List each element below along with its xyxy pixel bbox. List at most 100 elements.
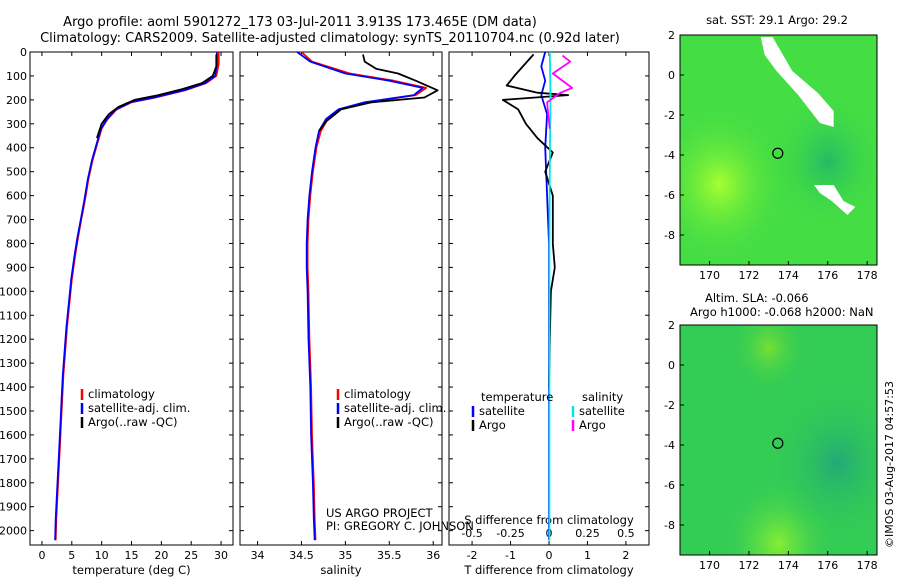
series-line-argo-raw-qc- bbox=[318, 54, 439, 132]
legend-label: satellite-adj. clim. bbox=[88, 401, 190, 415]
series-line-salinity-argo bbox=[546, 54, 573, 129]
series-line-satellite-adj-clim- bbox=[296, 51, 424, 541]
map-high-patch bbox=[680, 325, 877, 555]
x-tick-label: 178 bbox=[857, 559, 878, 572]
x-tick-label: 34 bbox=[251, 549, 265, 562]
project-credit: US ARGO PROJECT bbox=[326, 506, 434, 520]
y-tick-label: -6 bbox=[664, 479, 675, 492]
y-tick-label: -8 bbox=[664, 229, 675, 242]
pi-credit: PI: GREGORY C. JOHNSON bbox=[326, 519, 474, 533]
map-frame bbox=[679, 34, 878, 266]
sst-map-title: sat. SST: 29.1 Argo: 29.2 bbox=[706, 13, 848, 27]
x-tick-label: 174 bbox=[778, 269, 799, 282]
y-tick-label: -2 bbox=[664, 399, 675, 412]
y-tick-label: 2000 bbox=[0, 525, 27, 538]
y-tick-label: -4 bbox=[664, 149, 675, 162]
sst-map-panel: sat. SST: 29.1 Argo: 29.2 170 172 174 176 17… bbox=[664, 13, 878, 282]
series-line-argo-raw-qc- bbox=[96, 54, 218, 139]
legend-label: Argo bbox=[579, 418, 606, 432]
legend-title: salinity bbox=[582, 390, 623, 404]
y-tick-label: 1800 bbox=[0, 477, 27, 490]
x-tick-label: 0 bbox=[546, 549, 553, 562]
map-missing-data bbox=[813, 185, 856, 215]
y-tick-label: 0 bbox=[20, 46, 27, 59]
legend-label: satellite bbox=[479, 404, 525, 418]
x2-tick-label: 0.25 bbox=[575, 527, 600, 540]
legend-label: Argo(..raw -QC) bbox=[344, 415, 434, 429]
series-line-temperature-argo bbox=[501, 53, 570, 388]
legend-label: satellite bbox=[579, 404, 625, 418]
x-tick-label: 34.5 bbox=[289, 549, 314, 562]
y-tick-label: -2 bbox=[664, 109, 675, 122]
x-tick-label: 25 bbox=[184, 549, 198, 562]
y-tick-label: 500 bbox=[6, 166, 27, 179]
x-tick-label: 172 bbox=[738, 559, 759, 572]
x-axis-label: temperature (deg C) bbox=[72, 563, 190, 577]
x-tick-label: 10 bbox=[95, 549, 109, 562]
y-tick-label: 0 bbox=[668, 359, 675, 372]
y-tick-label: 100 bbox=[6, 70, 27, 83]
legend-label: Argo bbox=[479, 418, 506, 432]
y-tick-label: 1200 bbox=[0, 333, 27, 346]
y-tick-label: 1100 bbox=[0, 309, 27, 322]
sla-map-panel: Altim. SLA: -0.066 Argo h1000: -0.068 h2… bbox=[664, 291, 878, 572]
x-tick-label: 0 bbox=[38, 549, 45, 562]
x-tick-label: 176 bbox=[817, 269, 838, 282]
x2-tick-label: -0.25 bbox=[496, 527, 524, 540]
y-tick-label: 2 bbox=[668, 319, 675, 332]
x-tick-label: 5 bbox=[68, 549, 75, 562]
map-frame bbox=[679, 324, 878, 556]
x2-tick-label: -0.5 bbox=[461, 527, 482, 540]
y-tick-label: 600 bbox=[6, 190, 27, 203]
salinity-panel: 34 34.5 35 35.5 36 salinity climatologysatelli… bbox=[239, 51, 446, 577]
float-position-marker bbox=[772, 147, 784, 159]
imos-stamp: ©IMOS 03-Aug-2017 04:57:53 bbox=[883, 381, 896, 548]
y-tick-label: -8 bbox=[664, 519, 675, 532]
sla-map-title-line-1: Altim. SLA: -0.066 bbox=[705, 291, 809, 305]
x-tick-label: 178 bbox=[857, 269, 878, 282]
y-tick-label: 1500 bbox=[0, 405, 27, 418]
y-tick-label: 1900 bbox=[0, 501, 27, 514]
y-tick-label: 1700 bbox=[0, 453, 27, 466]
difference-panel: -2 -1 0 1 2T difference from climatology -0.5… bbox=[448, 51, 650, 577]
x-tick-label: 176 bbox=[817, 559, 838, 572]
x-tick-label: 170 bbox=[699, 559, 720, 572]
x-tick-label: -2 bbox=[467, 549, 478, 562]
plot-frame bbox=[29, 51, 234, 546]
x-tick-label: 170 bbox=[699, 269, 720, 282]
map-cool-patch bbox=[680, 35, 877, 265]
y-tick-label: 1000 bbox=[0, 285, 27, 298]
series-line-salinity-satellite bbox=[548, 51, 552, 541]
legend-label: climatology bbox=[344, 387, 411, 401]
y-tick-label: 900 bbox=[6, 261, 27, 274]
x-tick-label: -1 bbox=[505, 549, 516, 562]
x-axis-label: T difference from climatology bbox=[463, 563, 634, 577]
y-tick-label: 700 bbox=[6, 214, 27, 227]
legend-label: climatology bbox=[88, 387, 155, 401]
y-tick-label: 1400 bbox=[0, 381, 27, 394]
y-tick-label: 400 bbox=[6, 142, 27, 155]
y-tick-label: 200 bbox=[6, 94, 27, 107]
y-tick-label: -4 bbox=[664, 439, 675, 452]
x-tick-label: 15 bbox=[125, 549, 139, 562]
series-line-satellite-adj-clim- bbox=[54, 52, 218, 541]
y-tick-label: -6 bbox=[664, 189, 675, 202]
map-missing-data bbox=[760, 37, 834, 127]
x-tick-label: 174 bbox=[778, 559, 799, 572]
header-line-1: Argo profile: aoml 5901272_173 03-Jul-20… bbox=[63, 15, 537, 30]
x-tick-label: 20 bbox=[154, 549, 168, 562]
x2-tick-label: 0.5 bbox=[617, 527, 635, 540]
x-tick-label: 36 bbox=[426, 549, 440, 562]
legend-label: Argo(..raw -QC) bbox=[88, 415, 178, 429]
y-tick-label: 2 bbox=[668, 29, 675, 42]
x-axis-label: salinity bbox=[320, 563, 361, 577]
sla-map-title-line-2: Argo h1000: -0.068 h2000: NaN bbox=[690, 305, 874, 319]
y-tick-label: 0 bbox=[668, 69, 675, 82]
x-tick-label: 2 bbox=[622, 549, 629, 562]
float-position-marker bbox=[772, 437, 784, 449]
plot-frame bbox=[239, 51, 443, 546]
x-tick-label: 35 bbox=[338, 549, 352, 562]
y-tick-label: 800 bbox=[6, 237, 27, 250]
legend-label: satellite-adj. clim. bbox=[344, 401, 446, 415]
